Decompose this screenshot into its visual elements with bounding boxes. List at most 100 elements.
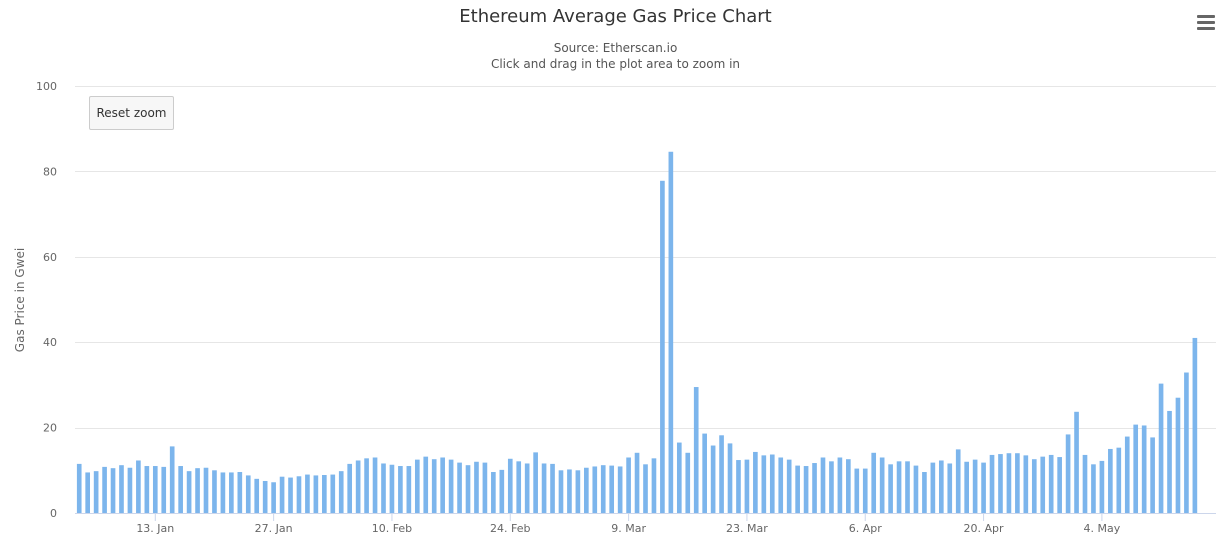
- bar[interactable]: [313, 475, 319, 513]
- bar[interactable]: [381, 463, 386, 513]
- bar[interactable]: [685, 452, 691, 513]
- bar[interactable]: [719, 435, 724, 513]
- bar[interactable]: [330, 474, 336, 513]
- bar[interactable]: [203, 467, 209, 513]
- bar[interactable]: [871, 452, 877, 513]
- bar[interactable]: [1091, 464, 1096, 513]
- bar[interactable]: [575, 470, 581, 513]
- bar[interactable]: [1184, 372, 1189, 513]
- bar[interactable]: [888, 464, 893, 513]
- bar[interactable]: [879, 457, 885, 513]
- bar[interactable]: [414, 459, 420, 514]
- bar[interactable]: [237, 472, 243, 513]
- bar[interactable]: [1150, 437, 1155, 513]
- bar[interactable]: [1040, 456, 1046, 513]
- bar[interactable]: [702, 433, 707, 513]
- bar[interactable]: [1065, 434, 1071, 513]
- bar[interactable]: [229, 472, 234, 513]
- bar[interactable]: [753, 451, 758, 513]
- bar[interactable]: [161, 466, 167, 513]
- bar[interactable]: [1006, 453, 1012, 513]
- bar[interactable]: [964, 461, 969, 513]
- bar[interactable]: [913, 465, 919, 513]
- bar[interactable]: [947, 463, 953, 513]
- bar[interactable]: [541, 463, 547, 513]
- bar[interactable]: [431, 459, 437, 513]
- bar[interactable]: [584, 467, 589, 513]
- bar[interactable]: [322, 475, 327, 513]
- bar[interactable]: [1099, 460, 1105, 513]
- bar[interactable]: [465, 465, 471, 513]
- bar[interactable]: [761, 455, 767, 513]
- bar[interactable]: [769, 454, 775, 514]
- bar[interactable]: [448, 459, 454, 514]
- bar[interactable]: [127, 467, 133, 513]
- bar[interactable]: [305, 474, 310, 513]
- bar[interactable]: [1108, 448, 1113, 513]
- bar[interactable]: [905, 461, 910, 513]
- bar[interactable]: [76, 463, 82, 513]
- bar[interactable]: [220, 472, 226, 513]
- bar[interactable]: [85, 472, 90, 513]
- bar[interactable]: [567, 469, 572, 513]
- bar[interactable]: [144, 466, 150, 513]
- bar[interactable]: [820, 457, 826, 513]
- bar[interactable]: [262, 480, 268, 513]
- bar[interactable]: [1124, 436, 1130, 513]
- bar[interactable]: [812, 463, 817, 513]
- bar-series[interactable]: [76, 151, 1198, 514]
- bar[interactable]: [1048, 454, 1054, 513]
- bar[interactable]: [245, 475, 251, 513]
- bar[interactable]: [178, 466, 183, 513]
- bar[interactable]: [981, 462, 986, 513]
- bar[interactable]: [389, 464, 395, 513]
- bar[interactable]: [1133, 424, 1139, 513]
- bar[interactable]: [550, 463, 555, 513]
- hamburger-menu-icon[interactable]: [1195, 12, 1217, 32]
- bar[interactable]: [524, 463, 530, 513]
- bar[interactable]: [651, 458, 657, 513]
- bar[interactable]: [862, 468, 868, 513]
- bar[interactable]: [474, 461, 479, 513]
- bar[interactable]: [786, 459, 792, 514]
- bar[interactable]: [710, 445, 716, 513]
- bar[interactable]: [296, 476, 302, 513]
- bar[interactable]: [482, 462, 488, 513]
- bar[interactable]: [364, 458, 369, 513]
- bar[interactable]: [372, 457, 378, 513]
- bar[interactable]: [930, 462, 936, 513]
- bar[interactable]: [693, 387, 699, 513]
- bar[interactable]: [347, 463, 353, 513]
- bar[interactable]: [643, 464, 648, 513]
- bar[interactable]: [955, 449, 961, 513]
- bar[interactable]: [457, 462, 462, 513]
- bar[interactable]: [998, 454, 1003, 513]
- bar[interactable]: [846, 459, 851, 513]
- bar[interactable]: [668, 151, 674, 513]
- bar[interactable]: [1116, 447, 1122, 513]
- bar[interactable]: [1141, 425, 1147, 513]
- bar[interactable]: [533, 452, 538, 513]
- bar[interactable]: [254, 478, 260, 513]
- bar[interactable]: [169, 446, 175, 513]
- bar[interactable]: [152, 466, 158, 513]
- bar[interactable]: [398, 466, 403, 513]
- bar[interactable]: [727, 443, 733, 513]
- bar[interactable]: [660, 180, 665, 514]
- bar[interactable]: [938, 460, 944, 513]
- bar[interactable]: [406, 466, 412, 513]
- bar[interactable]: [110, 468, 116, 513]
- bar[interactable]: [592, 466, 598, 513]
- bar[interactable]: [136, 460, 141, 513]
- bar[interactable]: [440, 457, 445, 513]
- bar[interactable]: [1175, 397, 1181, 513]
- bar[interactable]: [1015, 453, 1020, 513]
- bar[interactable]: [491, 472, 496, 513]
- bar[interactable]: [1082, 454, 1088, 513]
- bar[interactable]: [609, 465, 615, 513]
- bar[interactable]: [1074, 411, 1079, 513]
- bar[interactable]: [288, 477, 293, 513]
- bar[interactable]: [212, 470, 217, 513]
- bar[interactable]: [271, 482, 276, 513]
